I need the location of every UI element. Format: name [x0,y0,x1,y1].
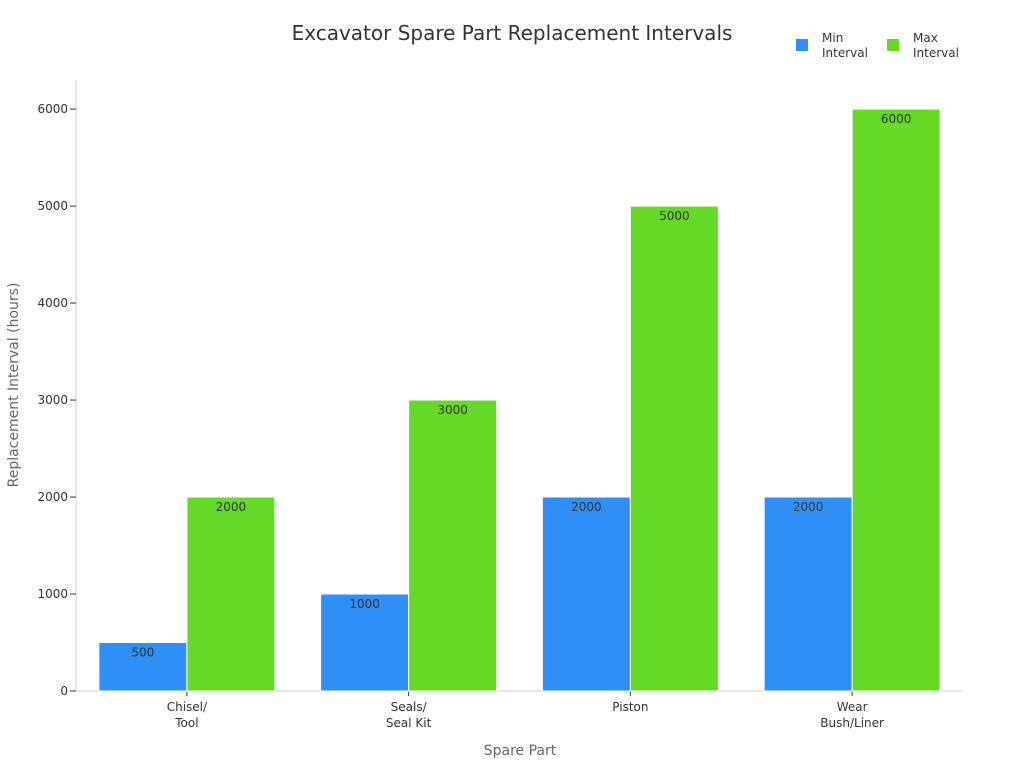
bar [98,642,188,692]
data-label: 2000 [216,500,247,514]
data-label: 6000 [881,112,912,126]
data-label: 3000 [437,403,468,417]
bar [629,205,719,692]
bar [320,593,410,692]
x-tick-label: Chisel/Tool [167,700,208,730]
data-label: 2000 [571,500,602,514]
legend-label: Max Interval [913,31,959,60]
y-tick-label: 1000 [37,587,68,601]
data-label: 5000 [659,209,690,223]
bar [851,108,941,692]
data-label: 2000 [793,500,824,514]
legend-swatch [796,39,808,51]
data-label: 500 [131,646,154,660]
y-tick-label: 5000 [37,199,68,213]
axes: 0 1000 2000 3000 4000 5000 6000 Chisel/Tool Seal… [37,80,963,730]
legend-label: Min Interval [822,31,868,60]
y-tick-label: 0 [60,684,68,698]
legend-swatch [887,39,899,51]
x-axis-title: Spare Part [484,743,557,759]
chart-title: Excavator Spare Part Replacement Interva… [292,21,733,45]
legend: Min Interval Max Interval [796,31,959,60]
y-tick-label: 3000 [37,393,68,407]
y-tick-label: 4000 [37,296,68,310]
bar [763,496,853,692]
x-tick-label: Seals/Seal Kit [386,700,432,730]
bar [541,496,631,692]
y-tick-label: 6000 [37,102,68,116]
bars: 500 2000 1000 3000 2000 5000 2000 6000 [98,108,941,692]
y-tick-label: 2000 [37,490,68,504]
data-label: 1000 [349,597,380,611]
y-axis-title: Replacement Interval (hours) [6,283,22,488]
bar [408,399,498,692]
bar [186,496,276,692]
x-tick-label: Wear Bush/Liner [820,700,884,730]
x-tick-label: Piston [612,700,648,714]
